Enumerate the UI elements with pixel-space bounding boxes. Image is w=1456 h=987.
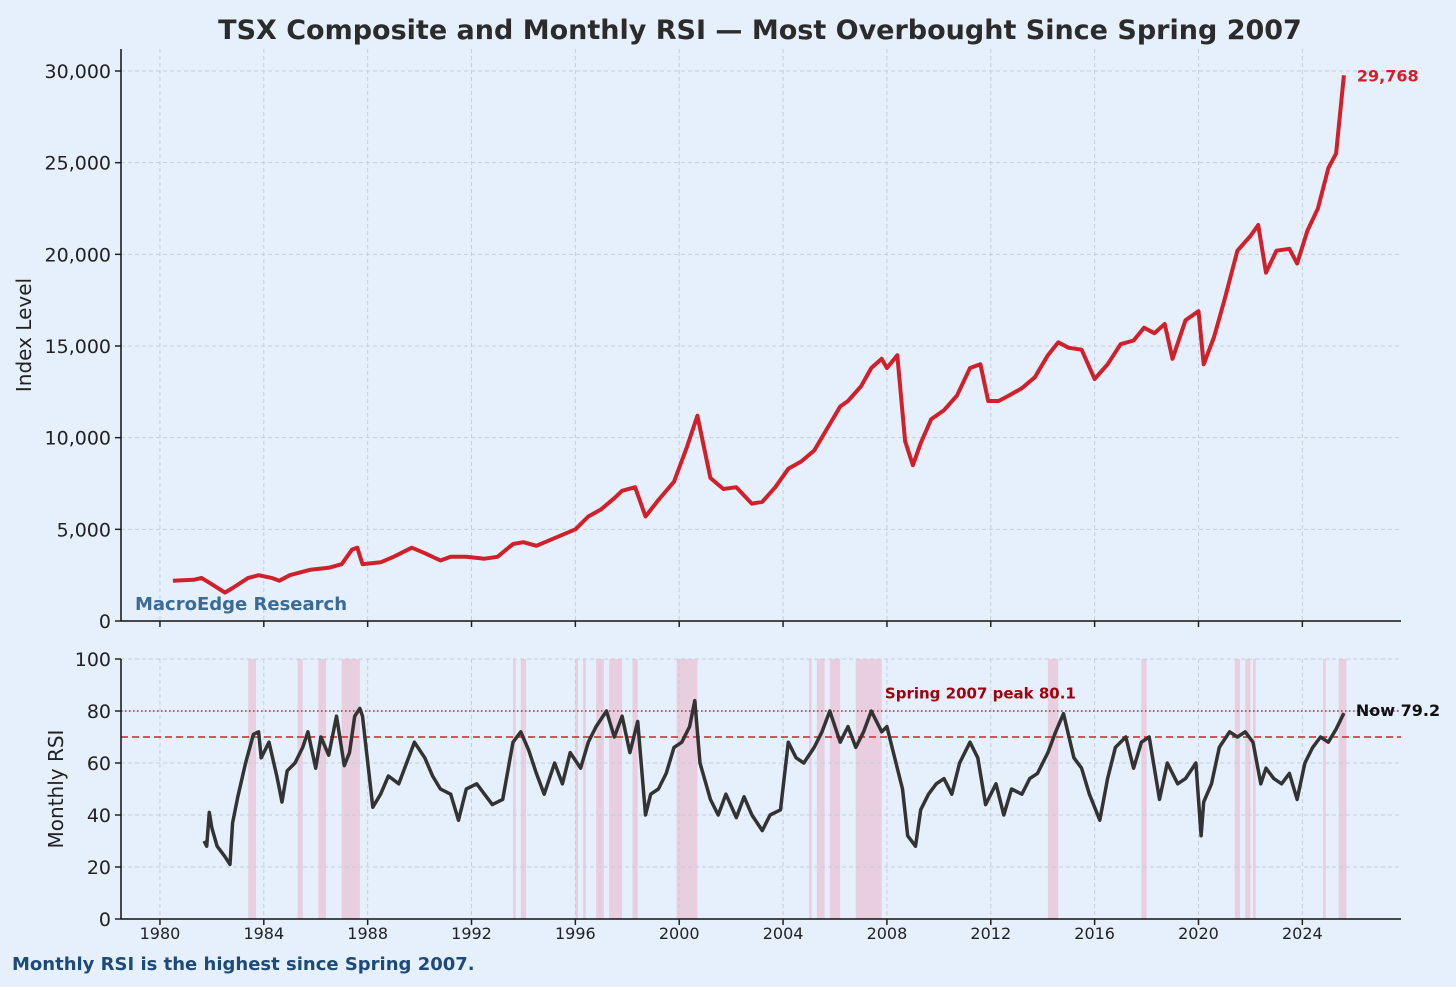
rsi-y-axis-label: Monthly RSI — [44, 730, 68, 849]
index-y-tick-labels: 0 5,000 10,000 15,000 20,000 25,000 30,000 — [45, 61, 121, 633]
now-rsi-annotation: Now 79.2 — [1356, 701, 1440, 720]
x-tick-label: 2004 — [763, 924, 804, 943]
x-tick-label: 1992 — [451, 924, 492, 943]
rsi-y-tick-labels: 0 20 40 60 80 100 — [75, 649, 121, 931]
overbought-span — [297, 659, 303, 919]
overbought-span — [575, 659, 578, 919]
index-series-line — [172, 75, 1346, 595]
index-y-tick-label: 10,000 — [45, 428, 111, 450]
overbought-span — [1245, 659, 1251, 919]
index-y-tick-label: 15,000 — [45, 336, 111, 358]
overbought-span — [1141, 659, 1147, 919]
overbought-span — [318, 659, 327, 919]
footnote-text: Monthly RSI is the highest since Spring … — [12, 954, 475, 975]
overbought-span — [855, 659, 882, 919]
overbought-span — [816, 659, 825, 919]
overbought-span — [632, 659, 638, 919]
overbought-span — [596, 659, 604, 919]
index-last-value-label: 29,768 — [1357, 66, 1419, 85]
rsi-y-tick-label: 60 — [87, 753, 111, 775]
index-y-tick-label: 30,000 — [45, 61, 111, 83]
index-y-tick-label: 5,000 — [57, 519, 111, 541]
x-axis-tick-labels: 1980 1984 1988 1992 1996 2000 2004 2008 2012 2016… — [140, 621, 1323, 943]
rsi-threshold-lines — [121, 710, 1401, 738]
watermark-text: MacroEdge Research — [135, 594, 347, 615]
x-tick-label: 2024 — [1282, 924, 1323, 943]
index-y-axis-label: Index Level — [12, 278, 36, 392]
overbought-span — [1253, 659, 1256, 919]
overbought-span — [609, 659, 623, 919]
x-tick-label: 1984 — [243, 924, 284, 943]
overbought-shading — [248, 659, 1347, 919]
x-tick-label: 1996 — [555, 924, 596, 943]
overbought-span — [1338, 659, 1347, 919]
overbought-span — [676, 659, 698, 919]
overbought-span — [809, 659, 812, 919]
overbought-span — [583, 659, 586, 919]
rsi-axes — [120, 659, 1401, 920]
x-tick-label: 1988 — [347, 924, 388, 943]
index-y-tick-label: 25,000 — [45, 153, 111, 175]
rsi-y-tick-label: 40 — [87, 805, 111, 827]
spring-2007-peak-annotation: Spring 2007 peak 80.1 — [885, 684, 1076, 702]
overbought-span — [1047, 659, 1059, 919]
index-y-tick-label: 20,000 — [45, 244, 111, 266]
index-axes — [120, 49, 1401, 622]
x-tick-label: 2016 — [1074, 924, 1115, 943]
chart-title: TSX Composite and Monthly RSI — Most Ove… — [218, 15, 1302, 46]
overbought-span — [1323, 659, 1326, 919]
overbought-span — [341, 659, 360, 919]
rsi-y-tick-label: 0 — [99, 909, 111, 931]
overbought-span — [829, 659, 841, 919]
rsi-y-tick-label: 80 — [87, 701, 111, 723]
overbought-span — [520, 659, 527, 919]
x-tick-label: 2000 — [659, 924, 700, 943]
index-y-tick-label: 0 — [99, 611, 111, 633]
rsi-series-line — [202, 698, 1346, 867]
x-tick-label: 2020 — [1178, 924, 1219, 943]
overbought-span — [248, 659, 257, 919]
rsi-y-tick-label: 20 — [87, 857, 111, 879]
x-tick-label: 2008 — [867, 924, 908, 943]
overbought-span — [1234, 659, 1241, 919]
x-tick-label: 2012 — [970, 924, 1011, 943]
x-tick-label: 1980 — [140, 924, 181, 943]
rsi-y-tick-label: 100 — [75, 649, 111, 671]
index-gridlines — [121, 49, 1401, 622]
overbought-span — [513, 659, 516, 919]
